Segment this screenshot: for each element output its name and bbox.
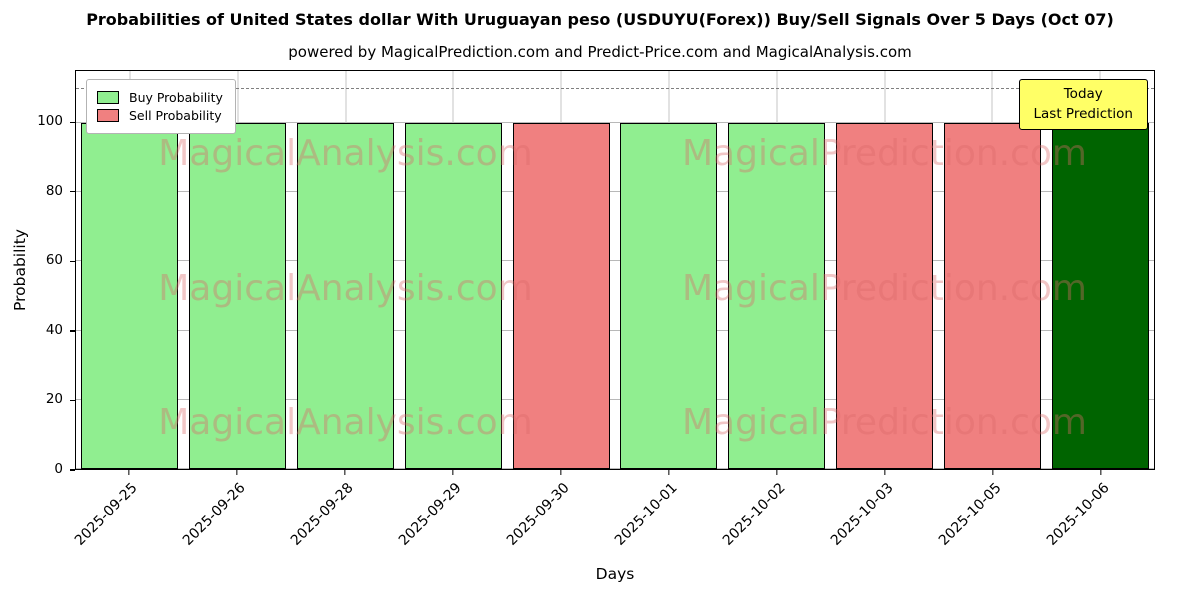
bar-buy <box>189 122 287 469</box>
x-tick-label-text: 2025-09-28 <box>287 480 357 549</box>
bar-sell <box>835 122 933 469</box>
x-tick-mark <box>236 470 238 475</box>
legend: Buy Probability Sell Probability <box>86 79 236 134</box>
threshold-line <box>76 88 1154 90</box>
y-tick-mark <box>70 399 75 402</box>
y-tick-label: 40 <box>45 321 63 338</box>
legend-label: Sell Probability <box>129 108 222 123</box>
annotation-line-2: Last Prediction <box>1033 105 1133 122</box>
y-axis: 0 20 40 60 80 100 <box>0 70 75 477</box>
x-tick-mark <box>452 470 454 475</box>
y-gridline <box>76 468 1154 469</box>
annotation-line-1: Today <box>1063 86 1103 102</box>
legend-swatch <box>97 91 119 104</box>
y-tick-label: 20 <box>45 391 63 408</box>
bar-buy <box>728 122 826 469</box>
x-tick-mark <box>668 470 670 475</box>
x-tick-mark <box>776 470 778 475</box>
bar-buy <box>620 122 718 469</box>
y-gridline <box>76 260 1154 262</box>
legend-label: Buy Probability <box>129 90 223 105</box>
y-tick-label: 100 <box>37 113 63 130</box>
x-tick-label-text: 2025-10-03 <box>827 480 897 549</box>
x-tick-label-text: 2025-09-26 <box>179 480 249 549</box>
x-tick-label-text: 2025-10-02 <box>719 480 789 549</box>
y-tick-label: 60 <box>45 252 63 269</box>
x-tick-mark <box>992 470 994 475</box>
y-tick-label: 0 <box>54 461 63 477</box>
bar-buy <box>404 122 502 469</box>
x-tick-label-text: 2025-10-05 <box>935 480 1005 549</box>
bar-sell <box>512 122 610 469</box>
x-tick-label-text: 2025-09-25 <box>71 480 141 549</box>
chart-subtitle: powered by MagicalPrediction.com and Pre… <box>288 43 912 61</box>
y-tick-mark <box>70 330 75 332</box>
x-tick-label-text: 2025-10-06 <box>1043 480 1113 549</box>
legend-item: Buy Probability <box>97 90 223 105</box>
y-gridline <box>76 191 1154 193</box>
legend-swatch <box>97 109 119 122</box>
x-tick-mark <box>884 470 886 475</box>
y-tick-mark <box>70 191 75 193</box>
x-axis-label: Days <box>595 565 635 583</box>
x-tick-mark <box>1100 470 1102 475</box>
y-gridline <box>76 398 1154 400</box>
legend-items: Buy Probability Sell Probability <box>97 90 223 123</box>
chart-title: Probabilities of United States dollar Wi… <box>86 10 1114 29</box>
bar-sell <box>943 122 1041 469</box>
x-tick-mark <box>560 470 562 475</box>
x-tick-label-text: 2025-10-01 <box>611 480 681 549</box>
bar-today <box>1051 122 1149 469</box>
today-annotation: Today Last Prediction <box>1018 79 1148 131</box>
x-tick-label-text: 2025-09-30 <box>503 480 573 549</box>
legend-item: Sell Probability <box>97 108 223 123</box>
y-gridline <box>76 329 1154 331</box>
y-tick-mark <box>70 260 75 262</box>
y-gridline <box>76 121 1154 123</box>
x-tick-label-text: 2025-09-29 <box>395 480 465 549</box>
y-tick-label: 80 <box>45 182 63 199</box>
bar-buy <box>81 122 179 469</box>
x-tick-mark <box>344 470 346 475</box>
plot-area: MagicalAnalysis.com MagicalPrediction.com… <box>75 70 1155 470</box>
x-tick-mark <box>128 470 130 475</box>
y-tick-mark <box>70 121 75 123</box>
bar-buy <box>296 122 394 469</box>
y-tick-mark <box>70 469 75 471</box>
